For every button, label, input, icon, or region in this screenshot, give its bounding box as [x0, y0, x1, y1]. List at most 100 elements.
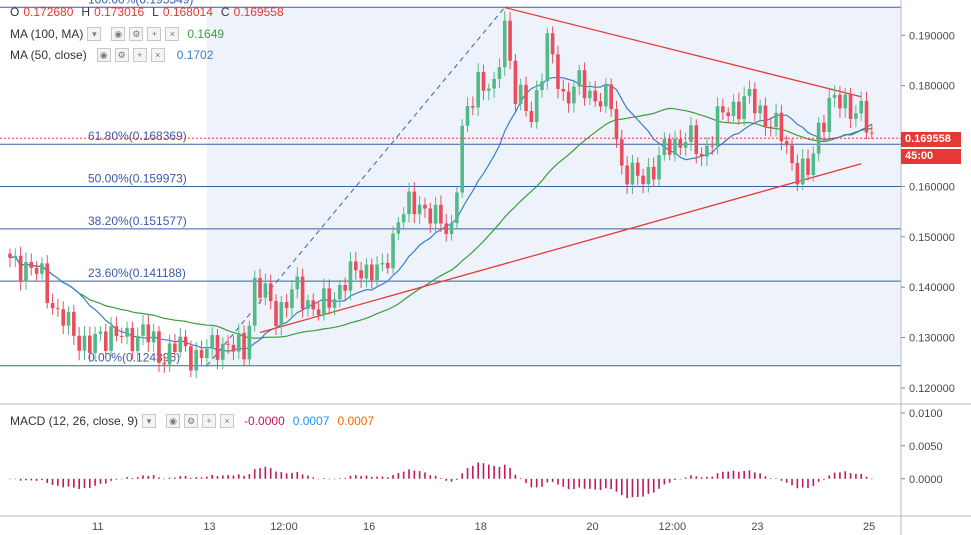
time-tick-label: 23 [751, 521, 763, 533]
candle-body [359, 270, 363, 279]
macd-histogram-bar [679, 478, 682, 480]
macd-histogram-bar [844, 471, 847, 479]
ma100-legend[interactable]: MA (100, MA) ▾ ◉ ⚙ + × 0.1649 [10, 27, 224, 41]
candle-body [412, 191, 417, 215]
candle-body [24, 261, 28, 282]
macd-histogram-bar [663, 478, 666, 485]
macd-tick-label: 0.0100 [909, 408, 943, 420]
candle-body [545, 33, 550, 82]
macd-legend[interactable]: MACD (12, 26, close, 9) ▾ ◉ ⚙ + × -0.000… [10, 414, 374, 428]
low-value: 0.168014 [162, 5, 213, 19]
macd-pane[interactable] [9, 462, 873, 499]
macd-histogram-bar [25, 478, 27, 481]
macd-histogram-bar [30, 478, 33, 481]
macd-histogram-bar [530, 478, 533, 488]
close-icon[interactable]: × [165, 27, 180, 41]
gear-icon[interactable]: ⚙ [114, 48, 129, 62]
candle-body [630, 162, 635, 185]
macd-histogram-bar [232, 475, 235, 479]
plus-icon[interactable]: + [147, 27, 162, 41]
candle-body [854, 113, 858, 119]
candle-body [848, 94, 853, 119]
gear-icon[interactable]: ⚙ [129, 27, 144, 41]
candle-body [369, 264, 374, 281]
candle-body [763, 105, 768, 127]
plus-icon[interactable]: + [132, 48, 147, 62]
candle-body [497, 67, 502, 79]
macd-histogram-bar [216, 476, 219, 479]
candle-body [274, 301, 278, 326]
macd-histogram-bar [19, 478, 22, 481]
trendline-lower [259, 163, 862, 334]
fib-level-label: 100.00%(0.195549) [88, 0, 193, 6]
macd-histogram-bar [509, 467, 511, 479]
candle-body [103, 331, 108, 351]
candle-body [263, 283, 268, 298]
macd-histogram-bar [674, 478, 676, 480]
close-icon[interactable]: × [150, 48, 165, 62]
macd-histogram-bar [732, 470, 735, 479]
eye-icon[interactable]: ◉ [96, 48, 111, 62]
candle-body [502, 20, 507, 68]
chevron-down-icon[interactable]: ▾ [142, 414, 157, 428]
candle-body [657, 155, 661, 180]
macd-histogram-bar [503, 464, 506, 479]
candle-body [816, 122, 821, 154]
candle-body [332, 299, 337, 308]
eye-icon[interactable]: ◉ [166, 414, 181, 428]
macd-histogram-bar [222, 475, 224, 479]
time-tick-label: 13 [203, 521, 215, 533]
macd-histogram-bar [57, 478, 59, 486]
candle-body [295, 276, 300, 290]
macd-histogram-bar [126, 477, 128, 479]
chevron-down-icon[interactable]: ▾ [87, 27, 102, 41]
candle-body [487, 88, 491, 91]
candle-body [205, 348, 209, 359]
candle-body [396, 222, 401, 234]
candle-body [146, 324, 151, 343]
macd-line-value: 0.0007 [292, 414, 330, 428]
open-label: O [10, 5, 20, 19]
candle-body [327, 288, 331, 308]
macd-histogram-bar [62, 478, 64, 488]
candle-body [109, 326, 113, 351]
macd-histogram-bar [152, 475, 155, 479]
macd-histogram-bar [722, 471, 724, 479]
candle-body [715, 106, 720, 146]
macd-histogram-bar [738, 471, 740, 479]
macd-histogram-bar [754, 472, 756, 479]
candle-body [354, 261, 358, 271]
candle-body [157, 331, 161, 363]
close-icon[interactable]: × [220, 414, 235, 428]
candle-body [534, 90, 539, 123]
candle-body [311, 300, 316, 310]
candle-body [423, 204, 427, 209]
gear-icon[interactable]: ⚙ [184, 414, 199, 428]
macd-histogram-bar [312, 477, 315, 479]
macd-histogram-bar [355, 475, 357, 479]
macd-histogram-bar [110, 478, 112, 481]
candle-body [800, 158, 805, 185]
candle-body [870, 132, 874, 134]
candle-body [774, 112, 778, 127]
macd-histogram-bar [99, 478, 102, 484]
candle-body [667, 138, 672, 155]
plus-icon[interactable]: + [202, 414, 217, 428]
eye-icon[interactable]: ◉ [111, 27, 126, 41]
candle-body [556, 54, 560, 89]
candle-body [183, 336, 188, 347]
macd-histogram-bar [147, 475, 150, 479]
macd-histogram-bar [243, 475, 245, 479]
macd-histogram-bar [418, 471, 421, 479]
price-pane[interactable] [0, 6, 901, 508]
macd-histogram-bar [823, 478, 825, 480]
macd-histogram-bar [796, 478, 799, 489]
candle-body [385, 262, 390, 269]
ma50-legend[interactable]: MA (50, close) ◉ ⚙ + × 0.1702 [10, 48, 213, 62]
fib-level-label: 23.60%(0.141188) [88, 266, 186, 280]
macd-histogram-bar [179, 476, 182, 479]
macd-histogram-bar [690, 475, 692, 479]
macd-histogram-bar [551, 478, 554, 482]
macd-histogram-bar [860, 473, 862, 479]
candle-body [173, 343, 177, 353]
